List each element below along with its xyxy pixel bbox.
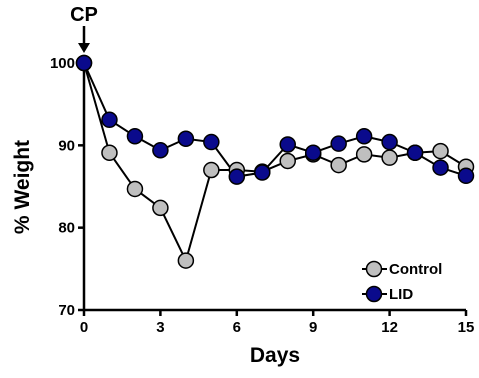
legend-marker-control <box>365 260 383 278</box>
data-point-control <box>126 180 144 198</box>
y-tick-label: 80 <box>58 220 75 237</box>
data-point-control <box>432 142 449 160</box>
data-point-lid <box>75 54 93 72</box>
legend-label-control: Control <box>389 261 442 278</box>
data-point-control <box>279 152 296 170</box>
x-tick-label: 9 <box>309 319 317 336</box>
data-point-lid <box>279 136 296 153</box>
data-point-control <box>152 199 169 217</box>
data-point-control <box>330 156 347 174</box>
x-ticks: 0 3 6 9 12 15 <box>80 310 475 336</box>
y-tick-label: 100 <box>50 55 75 72</box>
x-tick-label: 6 <box>233 319 241 336</box>
data-point-control <box>381 149 398 166</box>
data-point-lid <box>203 133 220 151</box>
data-point-control <box>101 144 118 161</box>
data-point-lid <box>304 144 322 161</box>
plot-area: 0 3 6 9 12 15 70 80 90 100 <box>50 54 475 336</box>
legend-marker-lid <box>365 285 383 303</box>
data-point-lid <box>101 111 118 129</box>
annotation-text: CP <box>70 4 98 26</box>
x-tick-label: 3 <box>156 319 164 336</box>
data-point-lid <box>152 142 169 159</box>
x-tick-label: 0 <box>80 319 88 336</box>
legend: Control LID <box>362 260 442 303</box>
x-axis-title: Days <box>250 344 300 367</box>
data-point-lid <box>126 128 144 145</box>
legend-label-lid: LID <box>389 286 413 303</box>
y-axis-title: % Weight <box>11 140 34 234</box>
data-point-lid <box>355 128 373 145</box>
series-line-control <box>83 62 467 264</box>
data-point-control <box>177 252 195 269</box>
data-point-lid <box>254 164 271 181</box>
legend-item-lid: LID <box>362 285 413 303</box>
y-tick-label: 70 <box>58 302 75 319</box>
data-point-lid <box>228 168 246 185</box>
data-point-lid <box>381 133 398 151</box>
x-tick-label: 12 <box>381 319 398 336</box>
data-point-control <box>203 161 220 179</box>
cp-annotation: CP <box>70 4 98 53</box>
series-line-lid <box>83 62 467 178</box>
series-layer <box>75 54 475 269</box>
data-point-control <box>355 146 373 163</box>
annotation-arrow-head <box>78 43 90 53</box>
y-tick-label: 90 <box>58 137 75 154</box>
data-point-lid <box>177 130 195 147</box>
data-point-lid <box>330 135 347 152</box>
data-point-lid <box>432 159 449 176</box>
data-point-lid <box>406 144 424 161</box>
x-tick-label: 15 <box>458 319 475 336</box>
data-point-lid <box>457 167 475 185</box>
y-ticks: 70 80 90 100 <box>50 55 84 319</box>
legend-item-control: Control <box>362 260 442 278</box>
